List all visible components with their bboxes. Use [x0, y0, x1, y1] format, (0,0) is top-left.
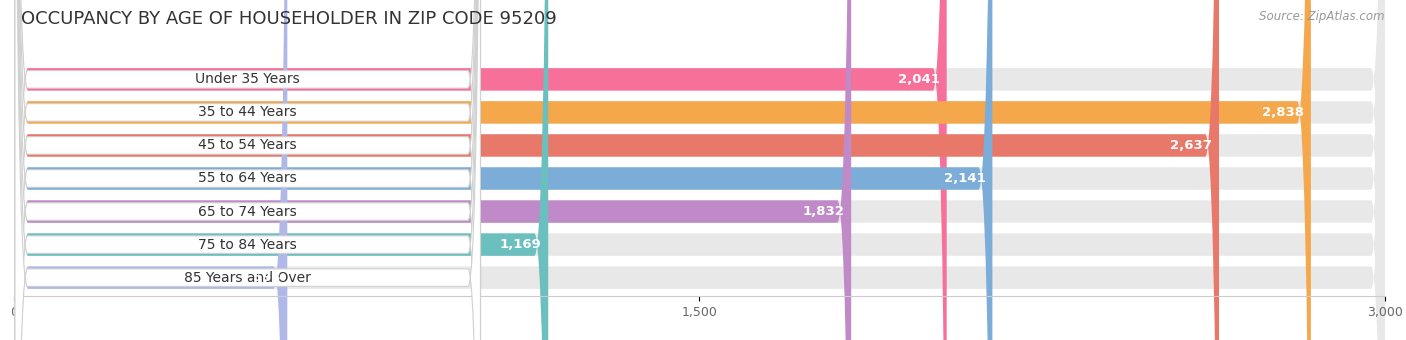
Text: 2,838: 2,838 [1263, 106, 1303, 119]
Text: 2,141: 2,141 [943, 172, 986, 185]
FancyBboxPatch shape [15, 0, 481, 340]
Text: 65 to 74 Years: 65 to 74 Years [198, 205, 297, 219]
FancyBboxPatch shape [14, 0, 851, 340]
FancyBboxPatch shape [15, 0, 481, 340]
Text: 35 to 44 Years: 35 to 44 Years [198, 105, 297, 119]
Text: 85 Years and Over: 85 Years and Over [184, 271, 311, 285]
FancyBboxPatch shape [14, 0, 1385, 340]
FancyBboxPatch shape [14, 0, 1385, 340]
Text: 55 to 64 Years: 55 to 64 Years [198, 171, 297, 186]
FancyBboxPatch shape [14, 0, 287, 340]
Text: 2,637: 2,637 [1170, 139, 1212, 152]
FancyBboxPatch shape [15, 0, 481, 340]
FancyBboxPatch shape [14, 0, 1310, 340]
Text: 598: 598 [253, 271, 280, 284]
FancyBboxPatch shape [14, 0, 993, 340]
FancyBboxPatch shape [15, 0, 481, 340]
Text: OCCUPANCY BY AGE OF HOUSEHOLDER IN ZIP CODE 95209: OCCUPANCY BY AGE OF HOUSEHOLDER IN ZIP C… [21, 10, 557, 28]
FancyBboxPatch shape [14, 0, 1385, 340]
Text: Source: ZipAtlas.com: Source: ZipAtlas.com [1260, 10, 1385, 23]
Text: 2,041: 2,041 [898, 73, 939, 86]
Text: 75 to 84 Years: 75 to 84 Years [198, 238, 297, 252]
FancyBboxPatch shape [15, 0, 481, 340]
FancyBboxPatch shape [15, 0, 481, 340]
FancyBboxPatch shape [14, 0, 1385, 340]
Text: 1,169: 1,169 [499, 238, 541, 251]
Text: Under 35 Years: Under 35 Years [195, 72, 299, 86]
Text: 1,832: 1,832 [803, 205, 845, 218]
FancyBboxPatch shape [14, 0, 1385, 340]
FancyBboxPatch shape [14, 0, 1219, 340]
FancyBboxPatch shape [14, 0, 1385, 340]
FancyBboxPatch shape [14, 0, 946, 340]
FancyBboxPatch shape [15, 0, 481, 340]
Text: 45 to 54 Years: 45 to 54 Years [198, 138, 297, 152]
FancyBboxPatch shape [14, 0, 548, 340]
FancyBboxPatch shape [14, 0, 1385, 340]
